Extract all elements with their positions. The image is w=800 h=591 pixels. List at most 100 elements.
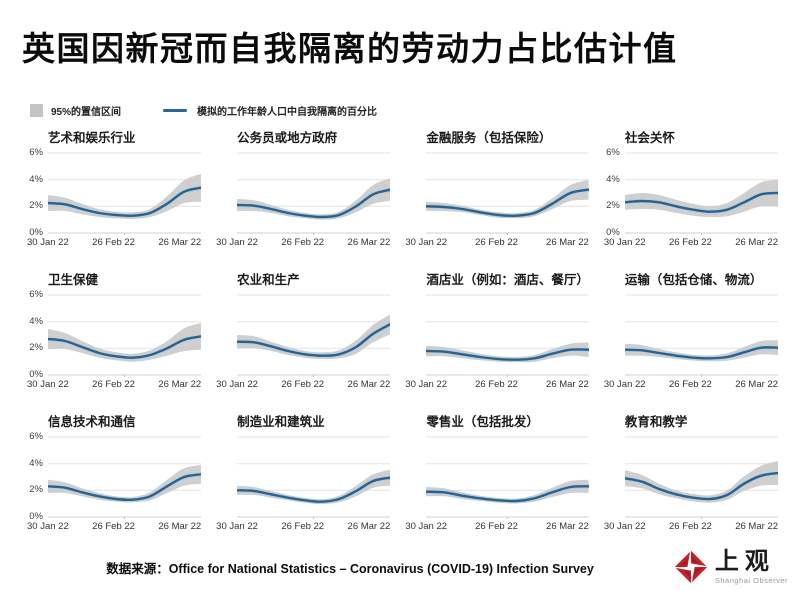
x-tick-label: 26 Feb 22: [281, 379, 325, 390]
chart-cell: 农业和生产 30 Jan 22 26 Feb 22 26 Mar 22: [211, 269, 391, 411]
x-tick-label: 30 Jan 22: [27, 521, 69, 532]
confidence-band-area: [48, 465, 202, 503]
chart-cell: 教育和教学 30 Jan 22 26 Feb 22 26 Mar 22: [599, 411, 778, 553]
x-tick-label: 26 Feb 22: [475, 237, 518, 248]
y-axis: 6% 4% 2% 0%: [599, 147, 625, 238]
plot-svg: [237, 294, 391, 377]
chart-title: 卫生保健: [48, 273, 99, 287]
confidence-band-area: [426, 342, 589, 363]
x-tick-label: 26 Feb 22: [92, 521, 135, 532]
confidence-band-area: [624, 340, 778, 362]
y-tick-label: 2%: [29, 200, 43, 212]
x-tick-label: 30 Jan 22: [27, 237, 69, 248]
x-tick-label: 30 Jan 22: [603, 379, 646, 390]
x-tick-label: 26 Feb 22: [281, 521, 325, 532]
plot-row: [599, 431, 778, 519]
source-prefix: 数据来源：: [106, 562, 169, 576]
confidence-band-area: [426, 179, 589, 219]
plot-svg: [624, 294, 778, 377]
plot-area: [48, 289, 202, 377]
x-axis: 30 Jan 22 26 Feb 22 26 Mar 22: [604, 379, 778, 390]
trend-line: [48, 473, 202, 502]
x-tick-label: 26 Mar 22: [735, 521, 778, 532]
plot-area: [426, 431, 589, 519]
x-axis: 30 Jan 22 26 Feb 22 26 Mar 22: [405, 237, 589, 248]
trend-line: [237, 323, 391, 357]
plot-area: [426, 289, 589, 377]
plot-svg: [426, 294, 589, 377]
chart-cell: 酒店业（例如：酒店、餐厅） 30 Jan 22 26 Feb 22 26 Mar 2…: [400, 269, 589, 411]
x-tick-label: 26 Mar 22: [158, 379, 202, 390]
y-tick-label: 4%: [29, 457, 43, 469]
trend-line: [48, 186, 202, 217]
x-tick-label: 26 Mar 22: [546, 237, 589, 248]
trend-line: [237, 188, 391, 219]
x-tick-label: 26 Mar 22: [158, 521, 202, 532]
plot-svg: [624, 436, 778, 519]
y-tick-label: 2%: [606, 200, 620, 212]
chart-cell: 金融服务（包括保险） 30 Jan 22 26 Feb 22 26 Mar 22: [400, 127, 589, 269]
page-title: 英国因新冠而自我隔离的劳动力占比估计值: [22, 30, 678, 67]
trend-line: [48, 335, 202, 359]
plot-area: [237, 289, 391, 377]
x-tick-label: 30 Jan 22: [603, 521, 646, 532]
plot-row: 6% 4% 2% 0%: [22, 289, 202, 380]
y-axis: [599, 289, 625, 377]
trend-line-swatch-icon: [163, 109, 188, 112]
x-axis: 30 Jan 22 26 Feb 22 26 Mar 22: [216, 521, 390, 532]
x-tick-label: 26 Feb 22: [668, 379, 712, 390]
charts-grid: 艺术和娱乐行业 6% 4% 2% 0% 30 Jan 22 26 Feb 22 26 Ma…: [22, 127, 778, 553]
logo-name: 上观: [714, 548, 775, 575]
legend: 95%的置信区间 模拟的工作年龄人口中自我隔离的百分比: [30, 103, 377, 118]
x-tick-label: 26 Feb 22: [92, 379, 135, 390]
confidence-band-swatch-icon: [30, 104, 43, 117]
y-axis: 6% 4% 2% 0%: [22, 147, 48, 238]
logo-subtitle: Shanghai Observer: [714, 575, 788, 585]
chart-cell: 社会关怀 6% 4% 2% 0% 30 Jan 22 26 Feb 22 26 Mar 2…: [599, 127, 778, 269]
y-axis: 6% 4% 2% 0%: [22, 431, 48, 522]
plot-area: [624, 431, 778, 519]
legend-item-trend-line: 模拟的工作年龄人口中自我隔离的百分比: [163, 103, 377, 118]
plot-area: [237, 147, 391, 235]
shanghai-observer-aperture-icon: [674, 550, 708, 584]
plot-area: [48, 147, 202, 235]
plot-svg: [426, 436, 589, 519]
chart-cell: 运输（包括仓储、物流） 30 Jan 22 26 Feb 22 26 Mar 22: [599, 269, 778, 411]
y-axis: [400, 431, 426, 519]
y-tick-label: 0%: [29, 369, 43, 380]
plot-row: 6% 4% 2% 0%: [22, 431, 202, 522]
x-axis: 30 Jan 22 26 Feb 22 26 Mar 22: [604, 237, 778, 248]
chart-title: 社会关怀: [624, 131, 675, 145]
x-tick-label: 26 Mar 22: [347, 521, 391, 532]
trend-line-label: 模拟的工作年龄人口中自我隔离的百分比: [197, 107, 378, 118]
x-axis: 30 Jan 22 26 Feb 22 26 Mar 22: [405, 379, 589, 390]
x-tick-label: 26 Feb 22: [92, 237, 135, 248]
plot-svg: [48, 294, 202, 377]
x-tick-label: 26 Feb 22: [475, 379, 518, 390]
plot-svg: [624, 152, 778, 235]
chart-title: 运输（包括仓储、物流）: [624, 273, 763, 287]
plot-svg: [48, 436, 202, 519]
chart-title: 信息技术和通信: [48, 415, 136, 429]
y-tick-label: 6%: [606, 147, 620, 158]
y-tick-label: 6%: [29, 431, 43, 442]
chart-cell: 信息技术和通信 6% 4% 2% 0% 30 Jan 22 26 Feb 22 26 Ma…: [22, 411, 202, 553]
plot-svg: [426, 152, 589, 235]
x-tick-label: 26 Feb 22: [475, 521, 518, 532]
chart-cell: 公务员或地方政府 30 Jan 22 26 Feb 22 26 Mar 22: [211, 127, 391, 269]
plot-row: [400, 147, 589, 235]
x-tick-label: 26 Feb 22: [668, 521, 712, 532]
plot-row: [211, 147, 391, 235]
plot-row: 6% 4% 2% 0%: [599, 147, 778, 238]
source-note: 数据来源：Office for National Statistics – Co…: [0, 558, 700, 577]
x-axis: 30 Jan 22 26 Feb 22 26 Mar 22: [405, 521, 589, 532]
y-tick-label: 2%: [29, 342, 43, 354]
confidence-band-area: [624, 179, 778, 218]
chart-title: 零售业（包括批发）: [426, 415, 539, 429]
trend-line: [426, 485, 589, 503]
plot-area: [624, 147, 778, 235]
x-tick-label: 26 Mar 22: [735, 237, 778, 248]
chart-title: 酒店业（例如：酒店、餐厅）: [426, 273, 589, 287]
plot-row: [211, 289, 391, 377]
